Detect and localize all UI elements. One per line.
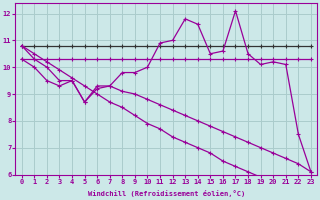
X-axis label: Windchill (Refroidissement éolien,°C): Windchill (Refroidissement éolien,°C) (88, 190, 245, 197)
